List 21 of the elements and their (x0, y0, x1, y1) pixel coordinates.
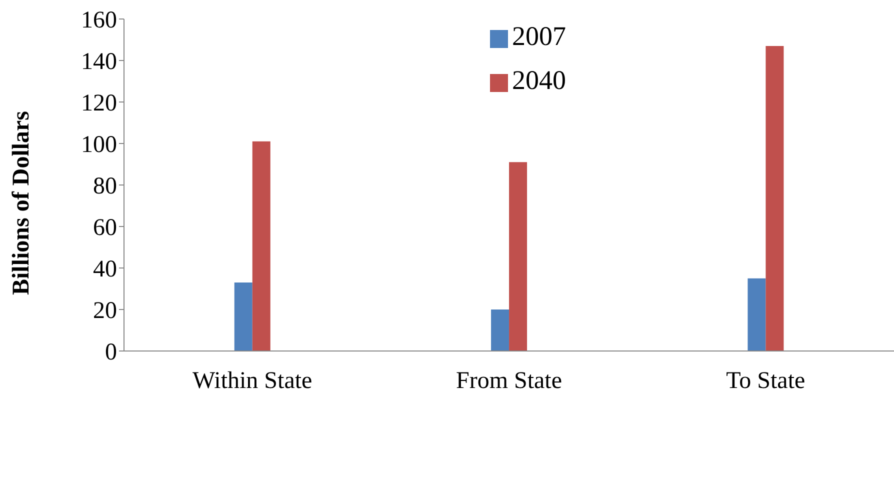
y-tick-label: 60 (93, 215, 117, 242)
y-tick-label: 20 (93, 298, 117, 324)
y-tick-label: 80 (93, 174, 117, 200)
legend-label: 2007 (512, 21, 566, 51)
bar (491, 310, 510, 351)
x-tick-label: To State (726, 368, 806, 394)
legend-label: 2040 (512, 65, 566, 95)
bar (766, 46, 784, 351)
y-tick-label: 120 (81, 90, 117, 117)
y-tick-label: 0 (105, 340, 117, 366)
y-tick-label: 100 (81, 132, 117, 158)
y-tick-label: 40 (93, 256, 117, 283)
x-tick-label: From State (456, 368, 562, 394)
y-axis-title: Billions of Dollars (8, 110, 35, 295)
bar (748, 278, 766, 351)
x-tick-label: Within State (192, 368, 312, 394)
y-tick-label: 140 (81, 49, 117, 76)
bar (509, 162, 528, 351)
bar (234, 282, 252, 351)
y-tick-label: 160 (81, 8, 117, 34)
bar (252, 141, 270, 351)
